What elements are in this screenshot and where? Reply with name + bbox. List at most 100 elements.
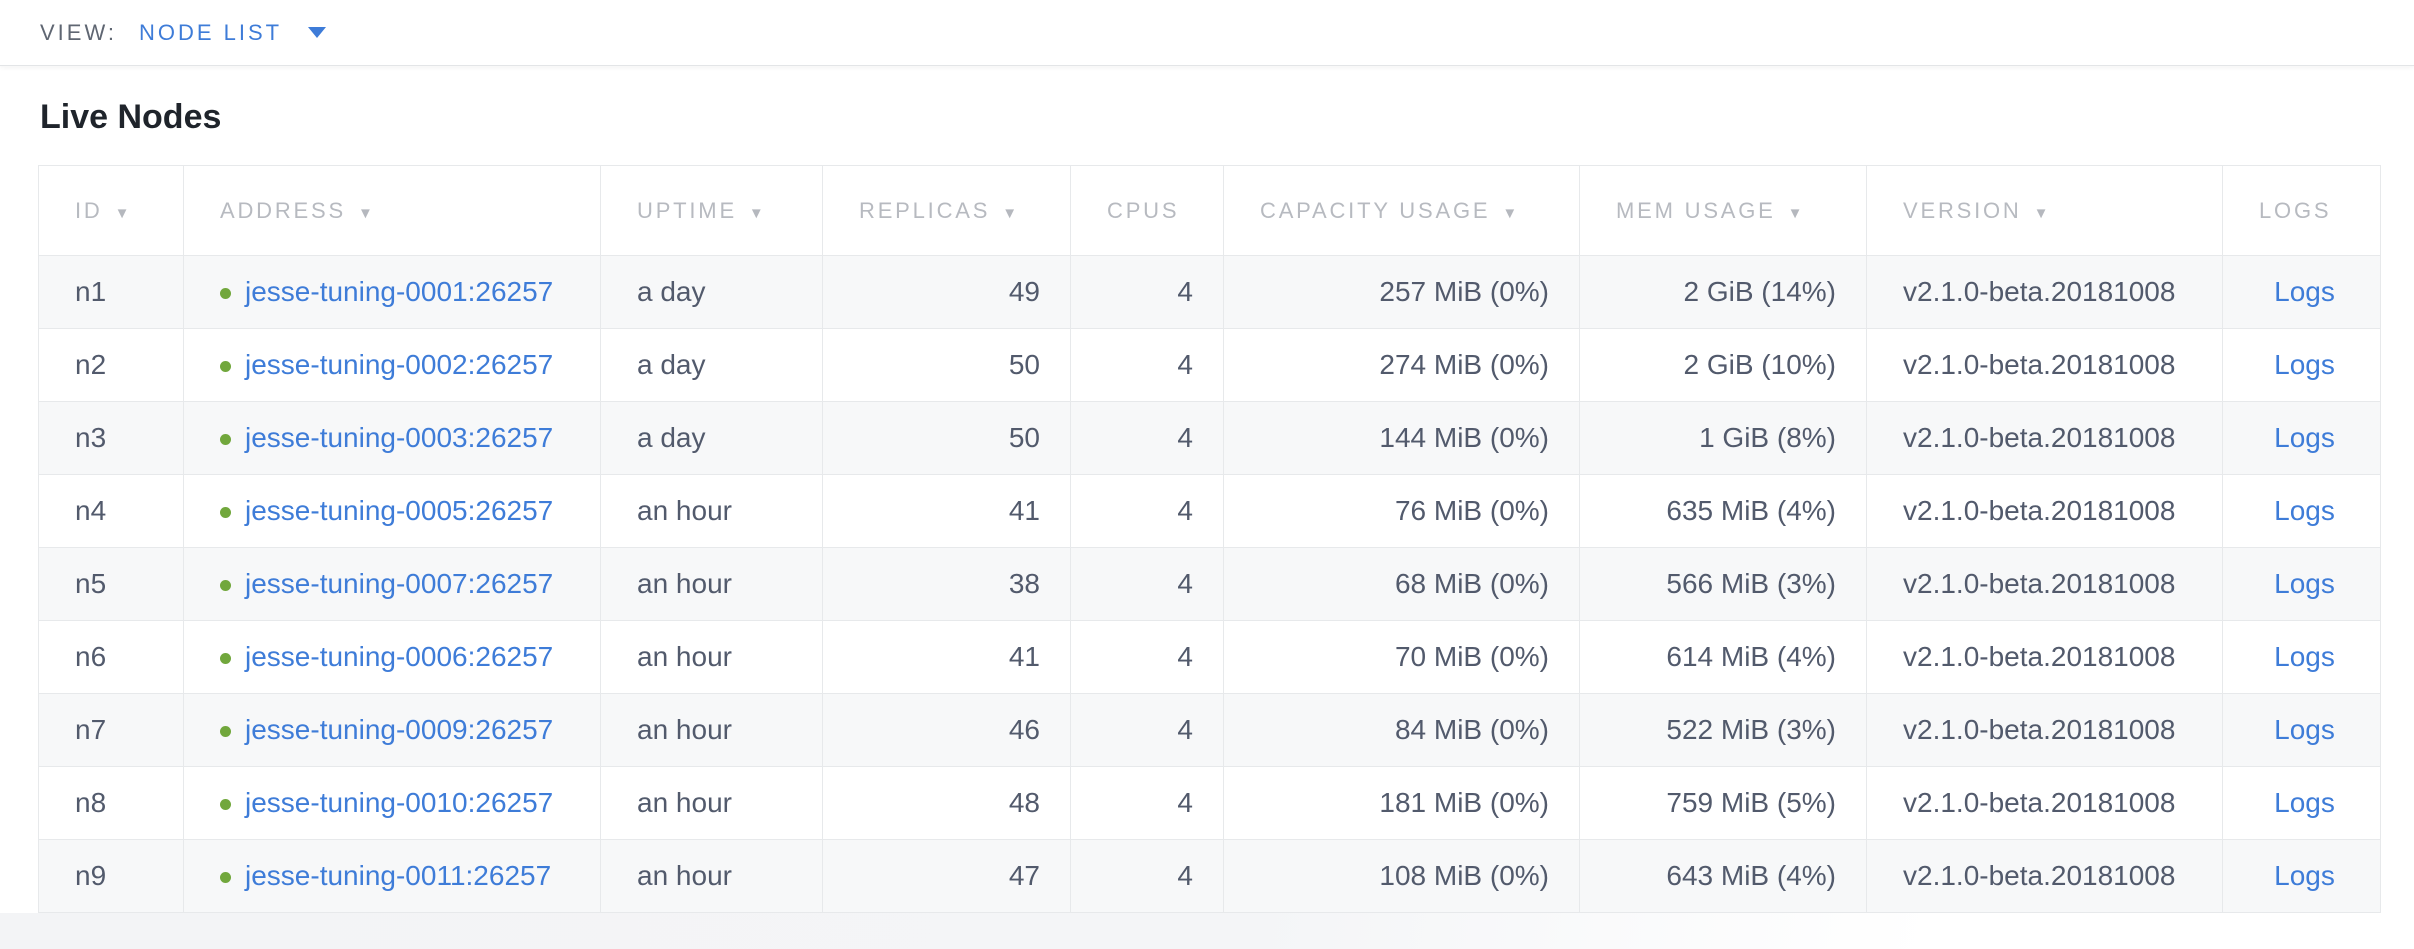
cell-value: 614 MiB (4%) [1666,641,1836,672]
logs-link[interactable]: Logs [2274,495,2335,526]
node-address-link[interactable]: jesse-tuning-0005:26257 [245,495,554,526]
node-address-link[interactable]: jesse-tuning-0006:26257 [245,641,554,672]
cell-value: 759 MiB (5%) [1666,787,1836,818]
cell-value: 4 [1177,641,1193,672]
sort-desc-icon [1788,205,1806,222]
cell-value: 68 MiB (0%) [1394,568,1549,599]
cell-value: v2.1.0-beta.20181008 [1903,276,2176,307]
node-address-link[interactable]: jesse-tuning-0007:26257 [245,568,554,599]
cell-value: v2.1.0-beta.20181008 [1903,860,2176,891]
logs-link[interactable]: Logs [2274,276,2335,307]
logs-link[interactable]: Logs [2274,568,2335,599]
cell-version: v2.1.0-beta.20181008 [1866,547,2223,621]
cell-value: 4 [1177,422,1193,453]
content: Live Nodes ID ADDRESS UPTIME REPLICAS CP… [0,66,2414,949]
cell-address: jesse-tuning-0007:26257 [183,547,601,621]
cell-uptime: an hour [600,839,823,913]
cell-replicas: 48 [822,766,1071,840]
node-address-link[interactable]: jesse-tuning-0011:26257 [245,860,552,891]
logs-link[interactable]: Logs [2274,714,2335,745]
cell-value: 108 MiB (0%) [1379,860,1549,891]
cell-value: an hour [637,495,732,526]
node-address-link[interactable]: jesse-tuning-0001:26257 [245,276,554,307]
live-nodes-table: ID ADDRESS UPTIME REPLICAS CPUS CAPACITY… [38,165,2381,913]
cell-value: a day [637,276,706,307]
cell-value: 1 GiB (8%) [1699,422,1836,453]
column-header-logs: LOGS [2222,165,2381,256]
view-selector-dropdown[interactable]: NODE LIST [139,20,327,46]
cell-capacity_usage: 257 MiB (0%) [1223,255,1580,329]
cell-address: jesse-tuning-0001:26257 [183,255,601,329]
cell-address: jesse-tuning-0005:26257 [183,474,601,548]
cell-capacity_usage: 181 MiB (0%) [1223,766,1580,840]
column-header-address[interactable]: ADDRESS [183,165,601,256]
cell-address: jesse-tuning-0009:26257 [183,693,601,767]
cell-mem_usage: 614 MiB (4%) [1579,620,1867,694]
cell-uptime: a day [600,328,823,402]
node-address-link[interactable]: jesse-tuning-0003:26257 [245,422,554,453]
view-bar: VIEW: NODE LIST [0,0,2414,66]
column-header-label: ID [75,197,103,223]
cell-address: jesse-tuning-0011:26257 [183,839,601,913]
cell-value: an hour [637,787,732,818]
cell-logs: Logs [2222,328,2381,402]
column-header-capacity_usage[interactable]: CAPACITY USAGE [1223,165,1580,256]
cell-id: n9 [38,839,184,913]
cell-value: n8 [75,787,107,818]
node-row: n9 jesse-tuning-0011:26257 an hour 47 4 108 M… [38,839,2381,913]
logs-link[interactable]: Logs [2274,787,2335,818]
cell-id: n4 [38,474,184,548]
node-address-link[interactable]: jesse-tuning-0002:26257 [245,349,554,380]
cell-cpus: 4 [1070,328,1224,402]
cell-value: 4 [1177,787,1193,818]
sort-desc-icon [2034,205,2052,222]
sort-desc-icon [749,205,767,222]
cell-value: 635 MiB (4%) [1666,495,1836,526]
cell-replicas: 41 [822,474,1071,548]
column-header-cpus: CPUS [1070,165,1224,256]
cell-id: n3 [38,401,184,475]
live-status-dot-icon [220,799,231,810]
column-header-label: UPTIME [637,197,737,223]
table-header-row: ID ADDRESS UPTIME REPLICAS CPUS CAPACITY… [38,165,2381,256]
cell-mem_usage: 759 MiB (5%) [1579,766,1867,840]
cell-version: v2.1.0-beta.20181008 [1866,839,2223,913]
column-header-version[interactable]: VERSION [1866,165,2223,256]
cell-cpus: 4 [1070,474,1224,548]
logs-link[interactable]: Logs [2274,349,2335,380]
cell-value: 257 MiB (0%) [1379,276,1549,307]
logs-link[interactable]: Logs [2274,422,2335,453]
node-address-link[interactable]: jesse-tuning-0010:26257 [245,787,554,818]
cell-value: n3 [75,422,107,453]
cell-mem_usage: 1 GiB (8%) [1579,401,1867,475]
cell-uptime: a day [600,401,823,475]
live-status-dot-icon [220,507,231,518]
logs-link[interactable]: Logs [2274,860,2335,891]
cell-capacity_usage: 68 MiB (0%) [1223,547,1580,621]
cell-value: 643 MiB (4%) [1666,860,1836,891]
node-row: n5 jesse-tuning-0007:26257 an hour 38 4 68 Mi… [38,547,2381,621]
cell-uptime: an hour [600,474,823,548]
column-header-uptime[interactable]: UPTIME [600,165,823,256]
column-header-mem_usage[interactable]: MEM USAGE [1579,165,1867,256]
column-header-label: CPUS [1107,197,1180,223]
live-status-dot-icon [220,434,231,445]
bottom-gradient [0,913,2414,949]
cell-value: 41 [1008,495,1040,526]
node-row: n8 jesse-tuning-0010:26257 an hour 48 4 181 M… [38,766,2381,840]
cell-value: 46 [1008,714,1040,745]
chevron-down-icon [308,27,327,38]
cell-value: 50 [1008,422,1040,453]
cell-value: v2.1.0-beta.20181008 [1903,495,2176,526]
cell-logs: Logs [2222,474,2381,548]
cell-value: n5 [75,568,107,599]
cell-value: 4 [1177,349,1193,380]
cell-value: v2.1.0-beta.20181008 [1903,787,2176,818]
cell-mem_usage: 566 MiB (3%) [1579,547,1867,621]
column-header-label: LOGS [2259,197,2332,223]
node-address-link[interactable]: jesse-tuning-0009:26257 [245,714,554,745]
logs-link[interactable]: Logs [2274,641,2335,672]
column-header-replicas[interactable]: REPLICAS [822,165,1071,256]
column-header-id[interactable]: ID [38,165,184,256]
cell-value: 50 [1008,349,1040,380]
